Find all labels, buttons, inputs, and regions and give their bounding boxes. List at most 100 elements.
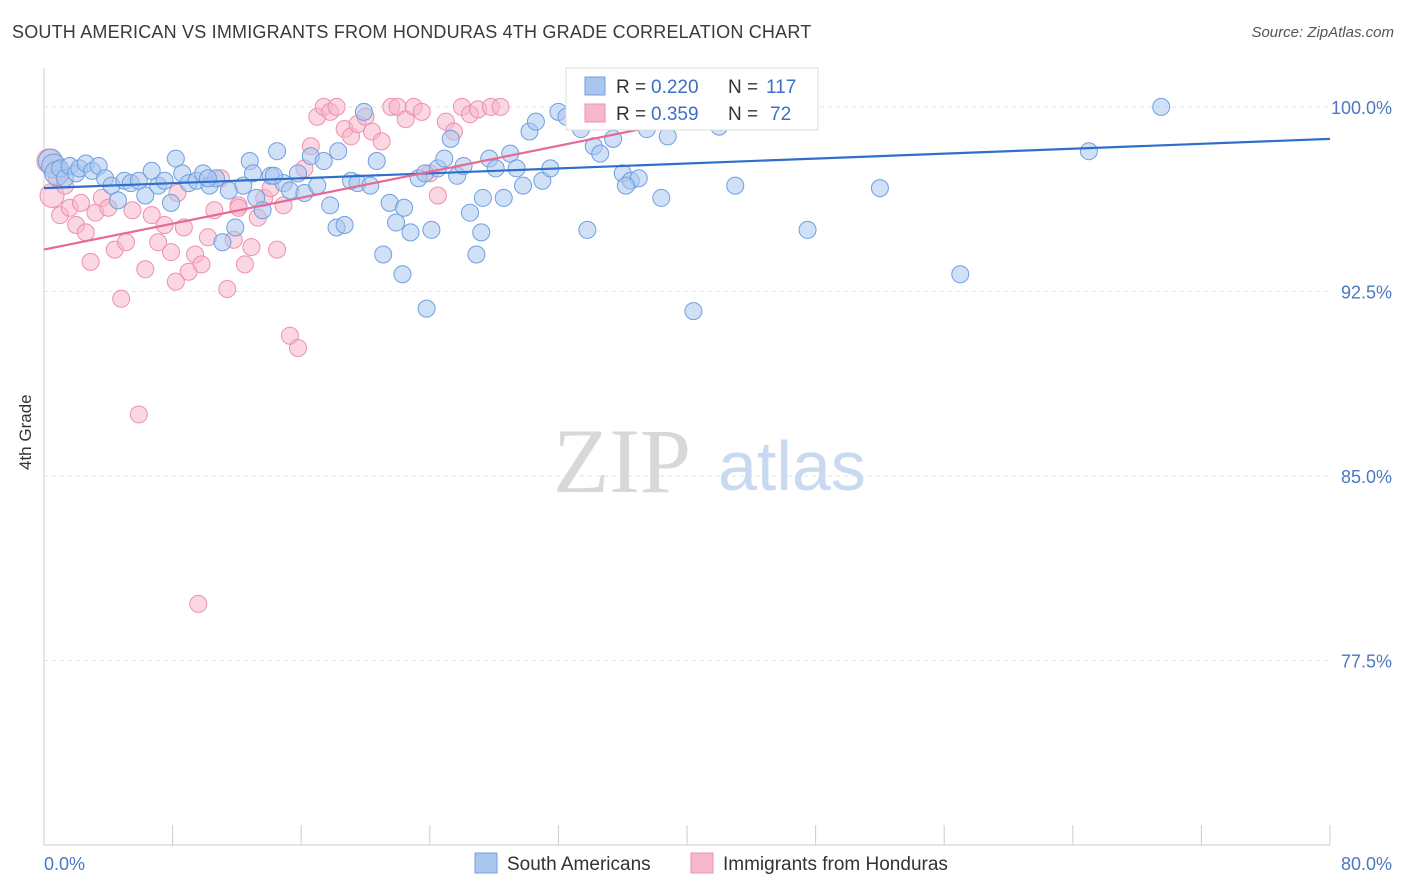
south-american-point-13 <box>108 191 127 210</box>
south-american-point-21 <box>161 193 180 212</box>
honduras-point-27 <box>192 255 211 274</box>
honduras-point-22 <box>161 243 180 262</box>
south-american-point-110 <box>870 179 889 198</box>
south-american-point-50 <box>354 102 373 121</box>
legend-r-label-1: R = <box>616 77 646 98</box>
honduras-point-34 <box>235 255 254 274</box>
south-american-point-37 <box>268 142 287 161</box>
south-american-point-103 <box>243 164 262 183</box>
honduras-point-7 <box>71 193 90 212</box>
y-tick-label-0: 100.0% <box>1331 98 1392 118</box>
trend-lines <box>43 105 1331 251</box>
bottom-legend-swatch-blue <box>474 852 498 874</box>
south-american-point-115 <box>329 142 348 161</box>
legend-swatch-blue <box>584 76 606 96</box>
watermark-atlas: atlas <box>718 427 866 505</box>
honduras-point-14 <box>112 289 131 308</box>
honduras-point-48 <box>327 97 346 116</box>
y-tick-label-1: 92.5% <box>1341 282 1392 302</box>
south-american-point-104 <box>264 166 283 185</box>
south-american-point-85 <box>591 144 610 163</box>
south-american-point-43 <box>308 176 327 195</box>
legend-n-value-2: 72 <box>770 104 791 125</box>
honduras-point-8 <box>76 223 95 242</box>
bottom-legend: South Americans Immigrants from Honduras <box>474 852 948 875</box>
south-american-point-101 <box>726 176 745 195</box>
south-american-point-66 <box>460 203 479 222</box>
honduras-points <box>36 97 510 613</box>
south-american-point-31 <box>226 218 245 237</box>
south-american-point-70 <box>486 159 505 178</box>
south-american-point-29 <box>213 233 232 252</box>
south-american-point-73 <box>507 159 526 178</box>
south-american-point-105 <box>393 265 412 284</box>
south-american-trend-line <box>43 137 1331 190</box>
south-american-point-116 <box>472 223 491 242</box>
honduras-point-16 <box>123 201 142 220</box>
tick-labels: 100.0% 92.5% 85.0% 77.5% 0.0% 80.0% <box>44 98 1392 874</box>
legend-box: R = 0.220 N = 117 R = 0.359 N = 72 <box>565 67 819 131</box>
honduras-trend-line <box>43 105 752 251</box>
south-american-point-60 <box>422 220 441 239</box>
south-american-point-107 <box>616 176 635 195</box>
south-american-point-74 <box>514 176 533 195</box>
honduras-point-71 <box>166 272 185 291</box>
honduras-point-59 <box>412 102 431 121</box>
honduras-point-35 <box>242 238 261 257</box>
honduras-point-69 <box>189 594 208 613</box>
legend-r-label-2: R = <box>616 104 646 125</box>
south-american-point-17 <box>136 186 155 205</box>
south-american-point-57 <box>401 223 420 242</box>
south-american-point-62 <box>435 149 454 168</box>
honduras-point-18 <box>136 260 155 279</box>
south-american-point-63 <box>441 129 460 148</box>
south-american-point-93 <box>652 188 671 207</box>
legend-n-label-1: N = <box>728 77 758 98</box>
south-american-point-45 <box>321 196 340 215</box>
south-american-point-44 <box>314 152 333 171</box>
south-american-point-68 <box>473 188 492 207</box>
legend-swatch-pink <box>584 103 606 123</box>
honduras-point-61 <box>428 186 447 205</box>
south-american-point-47 <box>335 216 354 234</box>
honduras-point-15 <box>116 233 135 252</box>
bottom-legend-swatch-pink <box>690 852 714 874</box>
legend-n-label-2: N = <box>728 104 758 125</box>
honduras-point-20 <box>149 233 168 252</box>
y-tick-label-2: 85.0% <box>1341 467 1392 487</box>
x-tick-label-0: 0.0% <box>44 854 85 874</box>
south-american-point-55 <box>387 213 406 232</box>
honduras-point-19 <box>142 206 161 225</box>
south-american-point-108 <box>684 302 703 321</box>
chart-title: SOUTH AMERICAN VS IMMIGRANTS FROM HONDUR… <box>12 22 812 42</box>
watermark: ZIP atlas <box>553 410 866 512</box>
source-label: Source: ZipAtlas.com <box>1251 24 1394 41</box>
honduras-point-17 <box>129 405 148 424</box>
x-tick-label-1: 80.0% <box>1341 854 1392 874</box>
legend-r-value-1: 0.220 <box>651 77 699 98</box>
south-american-point-83 <box>578 220 597 239</box>
honduras-point-31 <box>218 279 237 298</box>
honduras-point-54 <box>372 132 391 151</box>
south-american-point-53 <box>374 245 393 264</box>
y-tick-label-3: 77.5% <box>1341 651 1392 671</box>
watermark-zip: ZIP <box>553 410 691 512</box>
south-american-point-56 <box>395 198 414 217</box>
south-american-point-20 <box>155 171 174 190</box>
honduras-point-42 <box>288 339 307 358</box>
bottom-legend-label-pink: Immigrants from Honduras <box>723 854 948 875</box>
south-american-point-109 <box>798 220 817 239</box>
legend-r-value-2: 0.359 <box>651 104 699 125</box>
south-american-point-52 <box>367 152 386 171</box>
legend-n-value-1: 117 <box>766 77 796 98</box>
south-american-point-113 <box>1152 97 1171 116</box>
honduras-point-39 <box>268 240 287 259</box>
south-american-point-106 <box>417 299 436 318</box>
honduras-point-9 <box>81 252 100 271</box>
honduras-point-68 <box>491 97 510 116</box>
south-american-point-71 <box>494 188 513 207</box>
south-american-point-111 <box>951 265 970 284</box>
south-american-point-67 <box>467 245 486 264</box>
south-american-point-114 <box>198 169 217 188</box>
